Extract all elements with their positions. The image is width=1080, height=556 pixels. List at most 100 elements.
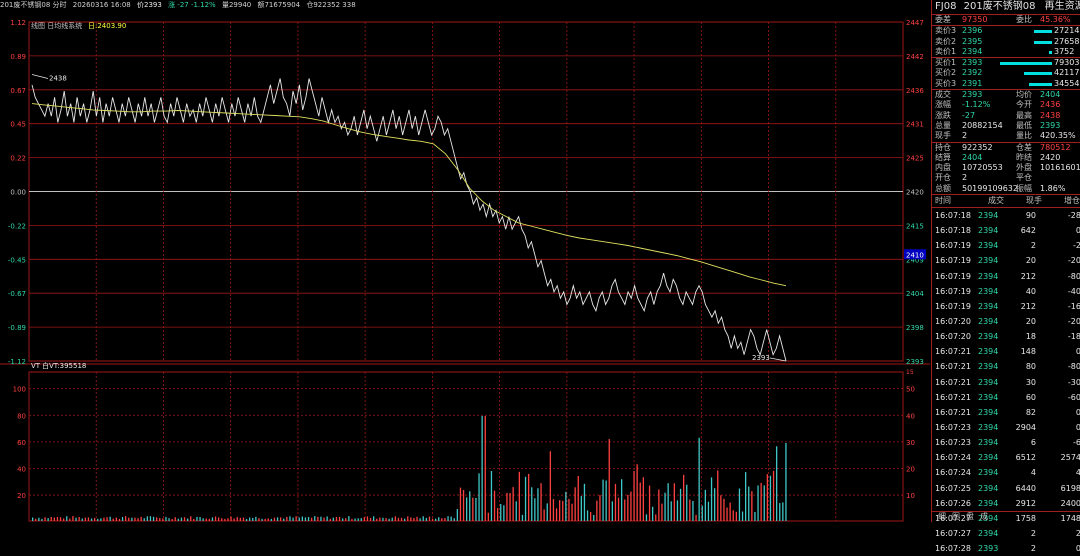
trade-row[interactable]: 16:07:23 2394 2904 0 — [932, 420, 1080, 435]
volume-bar — [140, 516, 142, 521]
trade-row[interactable]: 16:07:24 2394 6512 2574 — [932, 450, 1080, 465]
stats2-row: 开仓 2 平仓 — [932, 173, 1080, 183]
right-tick-label: 2436 — [906, 87, 924, 95]
stat-value: 1.86% — [1040, 183, 1066, 193]
price-line-series — [31, 78, 787, 362]
volume-bar — [90, 518, 93, 521]
volume-bar — [552, 499, 555, 521]
trade-price: 2394 — [978, 407, 999, 417]
trade-time: 16:07:21 — [935, 347, 971, 357]
trade-row[interactable]: 16:07:20 2394 20 -20 — [932, 314, 1080, 329]
volume-bar — [732, 510, 734, 521]
trades-header-vol: 现手 — [1026, 196, 1042, 206]
trade-time: 16:07:26 — [935, 498, 971, 508]
stats2-row: 总额 50199109632 振幅 1.86% — [932, 184, 1080, 194]
volume-bar — [624, 499, 626, 521]
volume-bar — [81, 518, 83, 521]
trade-row[interactable]: 16:07:21 2394 30 -30 — [932, 375, 1080, 390]
trade-row[interactable]: 16:07:19 2394 20 -20 — [932, 253, 1080, 268]
ask-price: 2394 — [962, 46, 983, 56]
trade-row[interactable]: 16:07:18 2394 642 0 — [932, 223, 1080, 238]
trade-row[interactable]: 16:07:24 2394 4 4 — [932, 465, 1080, 480]
volume-bar — [59, 517, 62, 521]
left-tick-label: -0.45 — [8, 256, 26, 264]
volume-bar — [741, 511, 744, 521]
volume-bar — [763, 485, 765, 521]
trade-row[interactable]: 16:07:19 2394 212 -16 — [932, 299, 1080, 314]
volume-bar — [549, 451, 551, 521]
trade-volume: 82 — [1025, 407, 1036, 417]
stat-value: 2404 — [962, 152, 983, 162]
volume-bar — [487, 512, 489, 521]
volume-bar — [574, 487, 576, 521]
ask-row: 卖价1 2394 3752 — [932, 47, 1080, 57]
trade-row[interactable]: 16:07:19 2394 40 -40 — [932, 284, 1080, 299]
volume-bar — [106, 517, 108, 521]
volume-bar — [224, 518, 226, 521]
volume-bar — [704, 489, 706, 521]
ask-volume-bar — [1049, 50, 1052, 54]
stat-label: 振幅 — [1016, 183, 1032, 193]
trade-row[interactable]: 16:07:21 2394 148 0 — [932, 344, 1080, 359]
trade-time: 16:07:19 — [935, 256, 971, 266]
trade-row[interactable]: 16:07:27 2394 1758 1748 — [932, 511, 1080, 526]
trade-row[interactable]: 16:07:18 2394 90 -28 — [932, 208, 1080, 223]
trade-row[interactable]: 16:07:26 2394 2912 2400 — [932, 496, 1080, 511]
trade-row[interactable]: 16:07:21 2394 80 -80 — [932, 359, 1080, 374]
volume-bar — [214, 516, 217, 521]
volume-bar — [128, 517, 130, 521]
volume-bar — [599, 495, 601, 521]
trade-row[interactable]: 16:07:23 2394 6 -6 — [932, 435, 1080, 450]
volume-bar — [44, 517, 46, 521]
intraday-chart[interactable]: 1.12 2447 0.89 2442 0.67 2436 0.45 2431 0.22 2425… — [0, 10, 930, 532]
trade-oi-change: -40 — [1067, 286, 1080, 296]
volume-bar — [261, 518, 263, 521]
trade-oi-change: 4 — [1075, 468, 1080, 478]
trade-row[interactable]: 16:07:19 2394 2 -2 — [932, 238, 1080, 253]
volume-bar — [648, 485, 651, 521]
volume-bar — [227, 518, 229, 521]
volume-bar — [555, 508, 558, 521]
trade-row[interactable]: 16:07:21 2394 60 -60 — [932, 390, 1080, 405]
volume-bar — [338, 517, 341, 521]
footer-tab-1[interactable]: 图 — [952, 512, 960, 521]
volume-bar — [400, 517, 403, 521]
quote-panel: FJ08 201废不锈钢08 再生资源 委差 97350 委比 45.36% 卖… — [931, 0, 1080, 553]
footer-tab-0[interactable]: 细 — [938, 512, 946, 521]
volume-bar — [475, 498, 477, 521]
trade-row[interactable]: 16:07:25 2394 6440 6198 — [932, 481, 1080, 496]
volume-bar — [159, 518, 161, 521]
volume-bar — [332, 517, 334, 521]
stat-label: 仓差 — [1016, 142, 1032, 152]
intraday-chart-svg[interactable]: 1.12 2447 0.89 2442 0.67 2436 0.45 2431 0.22 2425… — [0, 10, 930, 532]
volume-bar — [673, 483, 675, 521]
trades-list[interactable]: 16:07:18 2394 90 -28 16:07:18 2394 642 0 16:07:1… — [932, 208, 1080, 556]
right-tick-label: 2425 — [906, 155, 924, 163]
volume-bar — [391, 517, 393, 521]
volume-right-tick: 50 — [906, 386, 915, 394]
volume-bar — [689, 499, 691, 521]
trade-time: 16:07:21 — [935, 362, 971, 372]
volume-bar — [56, 517, 59, 521]
trade-row[interactable]: 16:07:21 2394 82 0 — [932, 405, 1080, 420]
volume-bar — [187, 518, 189, 521]
volume-bar — [143, 518, 145, 521]
footer-tab-3[interactable]: 成 — [980, 512, 988, 521]
trade-row[interactable]: 16:07:19 2394 212 -80 — [932, 269, 1080, 284]
trade-row[interactable]: 16:07:28 2393 2 0 — [932, 541, 1080, 556]
volume-bar — [125, 516, 127, 521]
stat-value: 10720553 — [962, 163, 1003, 173]
volume-bar — [230, 516, 232, 521]
volume-bar — [506, 492, 508, 521]
trade-time: 16:07:27 — [935, 513, 971, 523]
volume-bar — [304, 517, 307, 521]
volume-bar — [642, 477, 644, 521]
volume-bar — [363, 517, 365, 521]
volume-right-tick: 30 — [906, 439, 915, 447]
trade-row[interactable]: 16:07:27 2394 2 2 — [932, 526, 1080, 541]
volume-bar — [317, 517, 319, 521]
footer-tab-2[interactable]: 盘 — [966, 512, 974, 521]
volume-bar — [283, 518, 285, 521]
trade-row[interactable]: 16:07:20 2394 18 -18 — [932, 329, 1080, 344]
volume-bar — [652, 506, 654, 521]
